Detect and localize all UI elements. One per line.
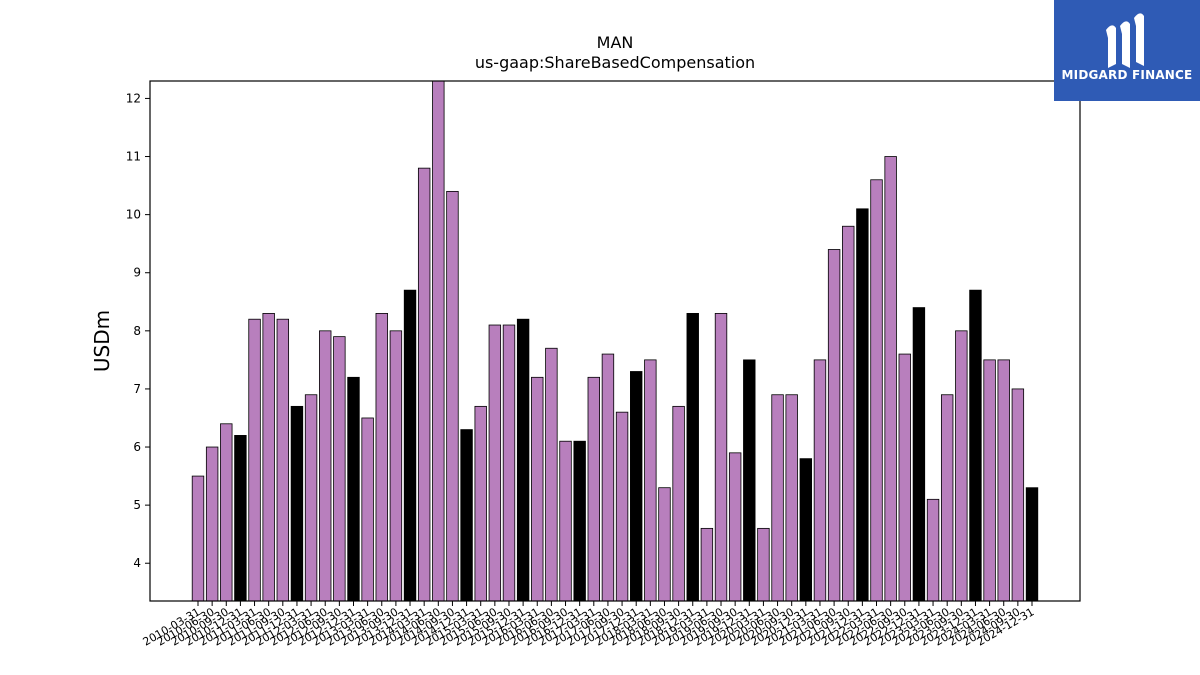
bar-2011-03-31 [248,318,261,602]
bar-2012-06-30 [319,330,332,602]
bar-2023-06-30 [940,394,954,602]
bar-2020-03-31 [757,527,770,602]
y-axis-ticks: 4 5 6 7 8 9 10 11 12 [126,91,150,570]
chart-subtitle: us-gaap:ShareBasedCompensation [475,53,755,72]
bar-2020-09-30 [785,394,798,602]
bar-2016-12-31 [573,440,586,602]
bar-2016-06-30 [545,347,558,602]
bar-2024-12-31 [1025,487,1039,602]
bar-2022-09-30 [898,353,911,602]
y-tick-label: 9 [133,266,141,280]
bar-2014-03-31 [417,167,431,602]
bar-2015-06-30 [488,324,502,602]
bar-2021-12-31 [856,208,869,602]
bar-2011-09-30 [276,318,290,602]
y-tick-label: 12 [126,91,141,105]
bar-2012-09-30 [333,336,346,602]
y-tick-label: 7 [133,382,141,396]
bar-2017-09-30 [615,411,629,602]
bar-2014-06-30 [432,80,445,602]
y-tick-label: 5 [133,498,141,512]
bar-2016-09-30 [559,440,572,602]
bar-2017-03-31 [587,376,600,602]
bar-2024-06-30 [997,359,1010,602]
bar-2019-12-31 [743,359,756,602]
bar-2022-12-31 [912,307,926,602]
bar-2017-12-31 [630,371,643,602]
bar-2021-09-30 [842,225,855,602]
bar-2013-12-31 [403,289,417,602]
bar-2019-06-30 [714,312,728,602]
logo-text: MIDGARD FINANCE [1061,68,1193,82]
bar-2023-09-30 [955,330,968,602]
bar-2020-12-31 [799,458,813,602]
bar-2010-09-30 [220,423,233,602]
bar-2023-12-31 [969,289,982,602]
bar-2012-03-31 [304,394,318,602]
bar-2012-12-31 [347,376,360,602]
bar-2024-03-31 [983,359,996,602]
y-tick-label: 11 [126,150,141,164]
bar-2021-03-31 [813,359,827,602]
bar-2014-12-31 [460,429,473,602]
bar-2022-06-30 [884,156,897,602]
x-axis-ticks: 2010-03-312010-06-302010-09-302010-12-31… [141,601,1037,649]
bar-2023-03-31 [926,498,940,602]
bar-2018-03-31 [644,359,657,602]
bars-group [191,80,1039,602]
bar-2016-03-31 [531,376,544,602]
bar-2017-06-30 [601,353,615,602]
brand-logo: MIDGARD FINANCE [1054,0,1200,101]
bar-2013-06-30 [375,312,388,602]
bar-2011-12-31 [290,405,304,602]
bar-2018-09-30 [672,405,685,602]
bar-2024-09-30 [1011,388,1025,602]
bar-2010-06-30 [205,446,219,602]
bar-2010-03-31 [191,475,205,602]
bar-2015-09-30 [502,324,516,602]
plot-frame [149,80,1081,602]
bar-2014-09-30 [446,190,459,602]
midgard-logo-icon [1106,13,1144,68]
bar-2021-06-30 [827,249,841,602]
bar-2019-09-30 [728,452,742,602]
bar-2015-12-31 [516,318,530,602]
bar-2010-12-31 [234,435,247,602]
bar-2013-03-31 [361,417,374,602]
bar-2013-09-30 [389,330,403,602]
y-tick-label: 6 [133,440,141,454]
bar-2011-06-30 [262,312,275,602]
y-axis-label: USDm [90,310,114,372]
bar-2018-06-30 [658,487,671,602]
bar-2018-12-31 [686,312,699,602]
y-tick-label: 10 [126,208,141,222]
chart-title: MAN [597,33,634,52]
y-tick-label: 8 [133,324,141,338]
bar-2015-03-31 [474,405,487,602]
y-tick-label: 4 [133,556,141,570]
bar-2022-03-31 [870,179,883,602]
bar-2019-03-31 [700,527,714,602]
bar-2020-06-30 [771,394,784,602]
